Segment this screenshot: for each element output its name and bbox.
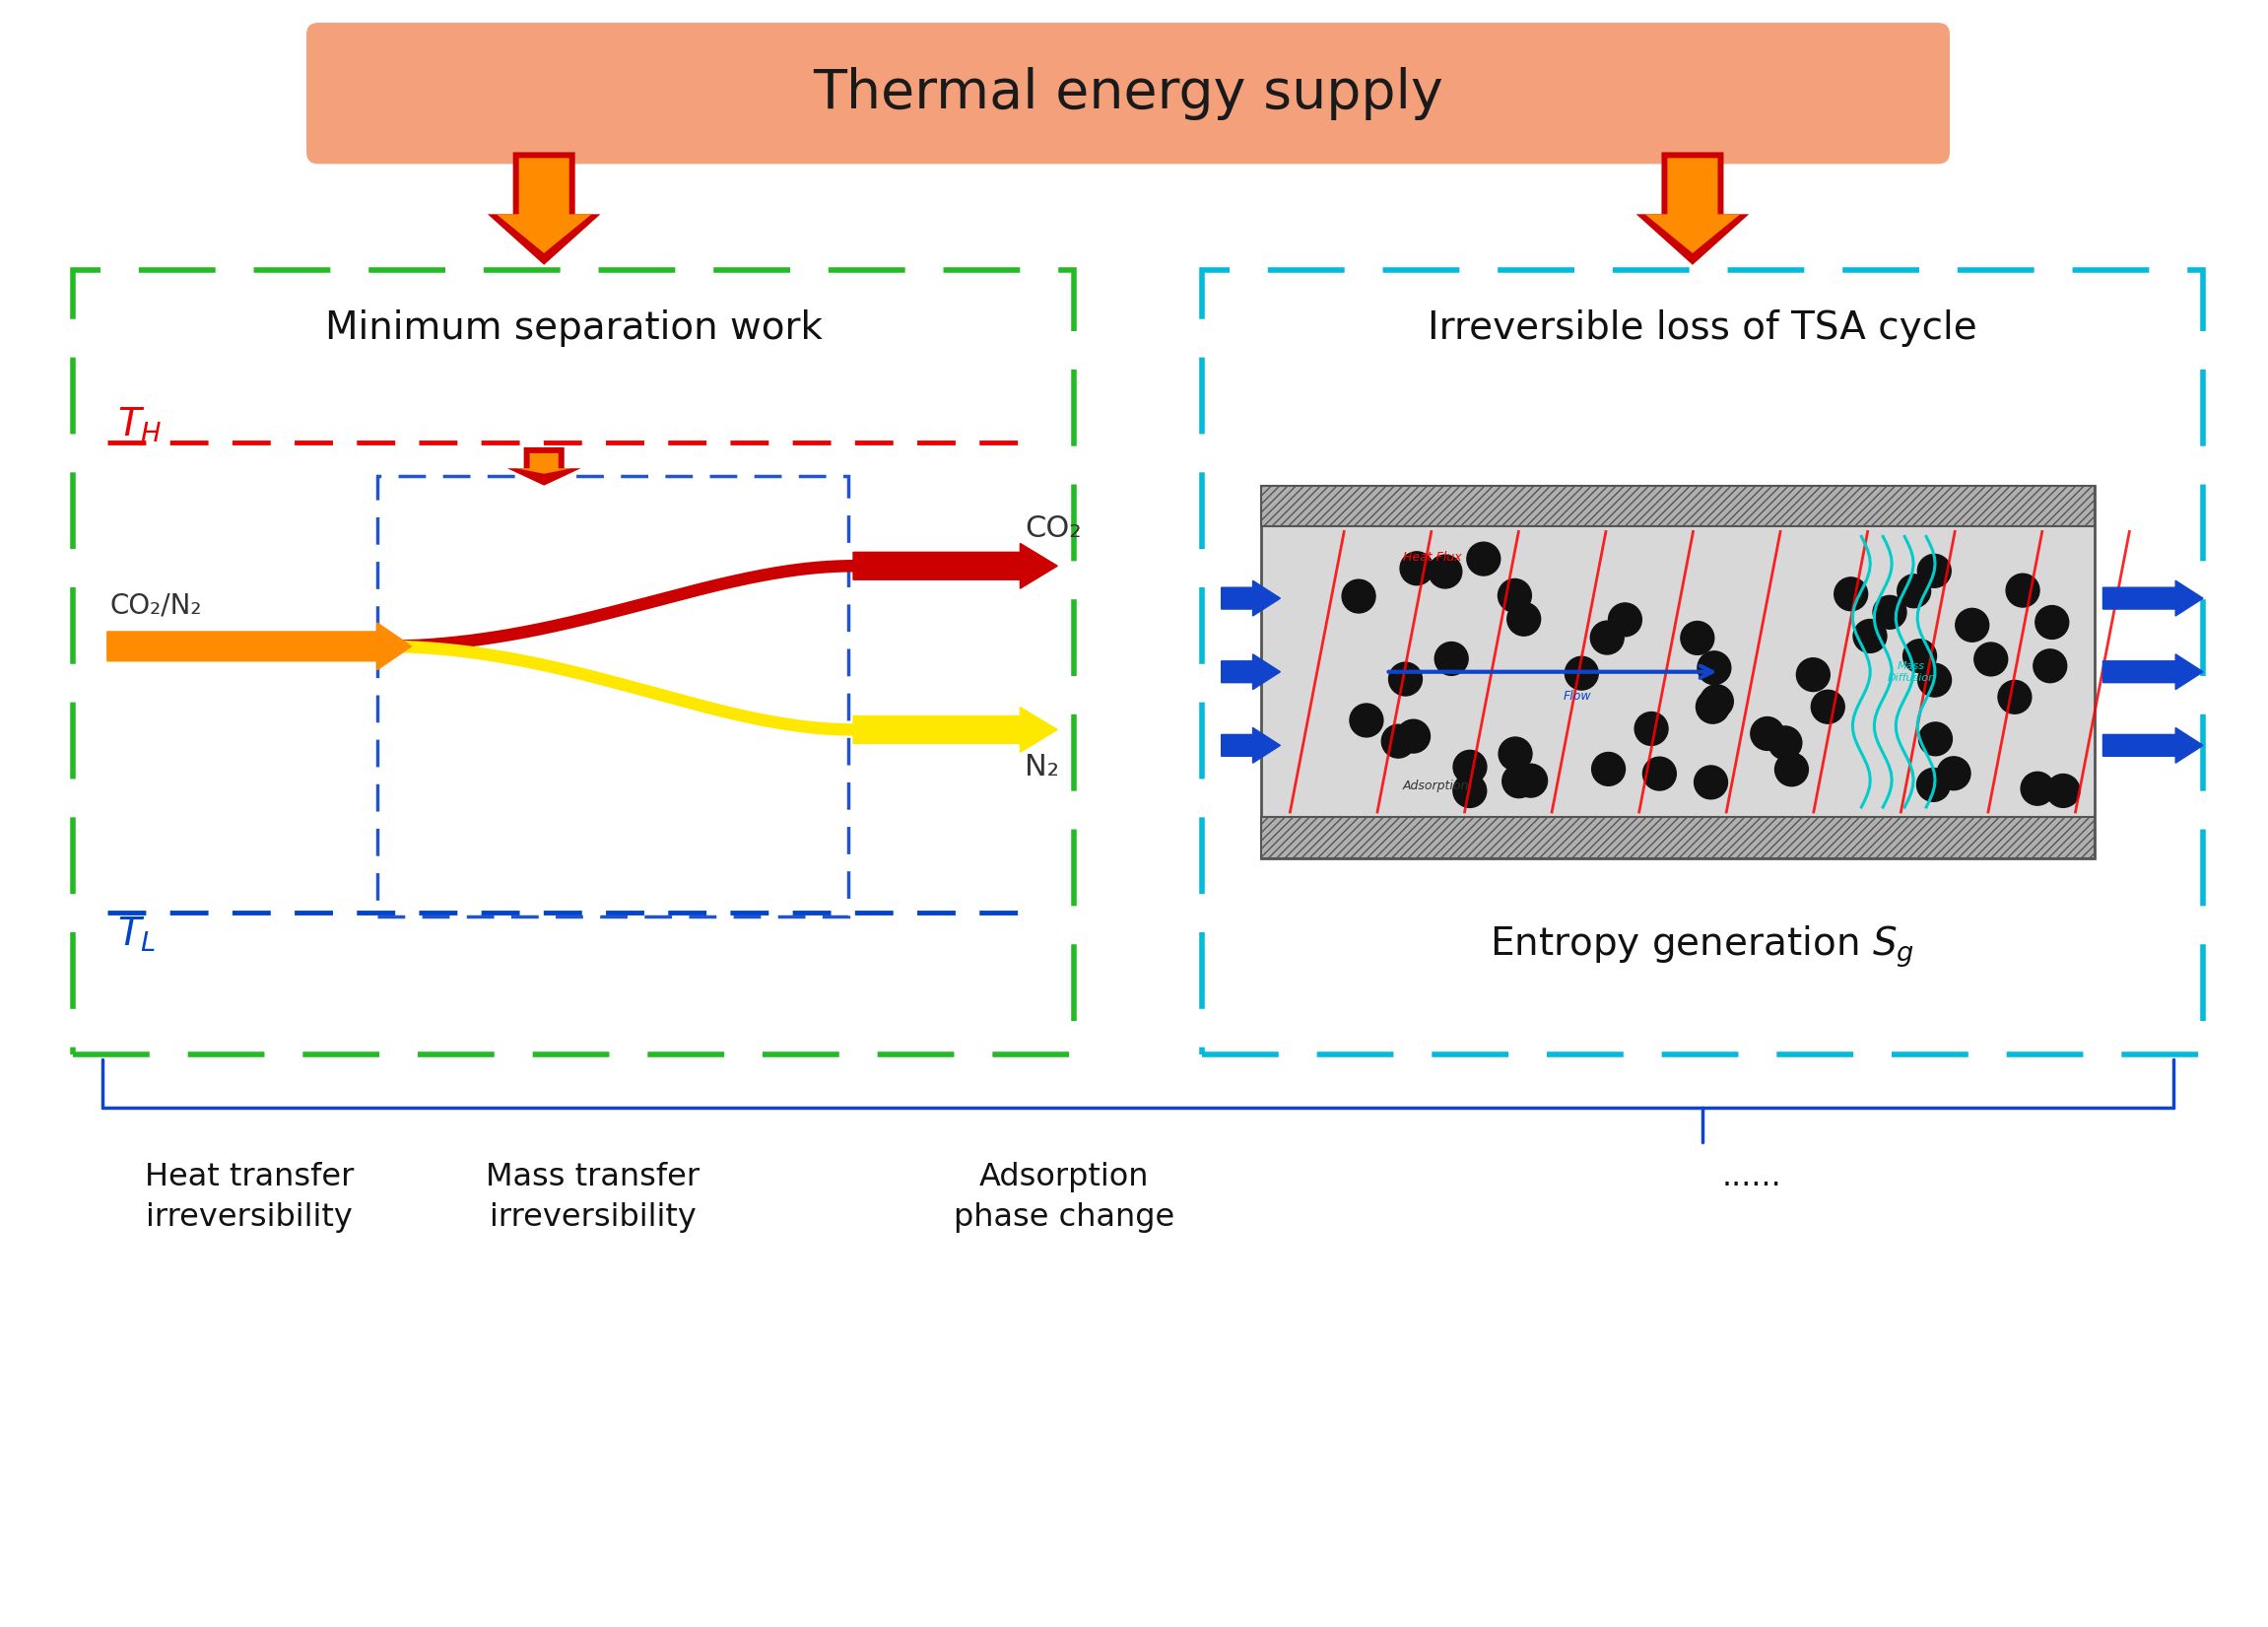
Circle shape bbox=[1751, 718, 1785, 750]
Text: Irreversible loss of TSA cycle: Irreversible loss of TSA cycle bbox=[1427, 309, 1978, 347]
Circle shape bbox=[1397, 719, 1431, 753]
Circle shape bbox=[1919, 555, 1950, 587]
Circle shape bbox=[1898, 574, 1930, 608]
Polygon shape bbox=[508, 447, 581, 485]
FancyArrow shape bbox=[853, 543, 1057, 589]
Polygon shape bbox=[1644, 158, 1740, 254]
Circle shape bbox=[1769, 726, 1801, 760]
Circle shape bbox=[1919, 722, 1953, 755]
Text: CO₂/N₂: CO₂/N₂ bbox=[111, 591, 202, 618]
Circle shape bbox=[1515, 765, 1547, 797]
Circle shape bbox=[1694, 766, 1728, 799]
Circle shape bbox=[1873, 595, 1907, 630]
Circle shape bbox=[1998, 680, 2032, 714]
Circle shape bbox=[1796, 657, 1830, 691]
Bar bbox=[1261, 485, 2096, 527]
Polygon shape bbox=[488, 153, 601, 265]
Polygon shape bbox=[497, 158, 592, 254]
Circle shape bbox=[1853, 620, 1887, 652]
Circle shape bbox=[1349, 703, 1383, 737]
Circle shape bbox=[1381, 724, 1415, 758]
Circle shape bbox=[1565, 657, 1599, 690]
Text: CO₂: CO₂ bbox=[1025, 514, 1082, 543]
Circle shape bbox=[1681, 622, 1715, 654]
FancyArrow shape bbox=[1222, 654, 1279, 690]
FancyArrow shape bbox=[2102, 727, 2202, 763]
Circle shape bbox=[1499, 737, 1531, 771]
Circle shape bbox=[1955, 608, 1989, 641]
Circle shape bbox=[1499, 579, 1531, 612]
Circle shape bbox=[2034, 605, 2068, 639]
Circle shape bbox=[1343, 579, 1374, 613]
Text: Heat Flux: Heat Flux bbox=[1402, 552, 1461, 565]
Bar bbox=[1261, 485, 2096, 857]
Circle shape bbox=[1436, 643, 1467, 675]
Text: Thermal energy supply: Thermal energy supply bbox=[812, 67, 1442, 120]
FancyArrow shape bbox=[1222, 581, 1279, 617]
Circle shape bbox=[1388, 662, 1422, 696]
Text: Heat transfer
irreversibility: Heat transfer irreversibility bbox=[145, 1162, 354, 1233]
Circle shape bbox=[1590, 622, 1624, 654]
Text: Adsorption
phase change: Adsorption phase change bbox=[955, 1162, 1175, 1233]
Text: N₂: N₂ bbox=[1025, 753, 1059, 781]
Circle shape bbox=[1696, 690, 1730, 724]
Circle shape bbox=[1916, 768, 1950, 802]
FancyArrow shape bbox=[2102, 654, 2202, 690]
Circle shape bbox=[1508, 602, 1540, 636]
Circle shape bbox=[1937, 757, 1971, 791]
Circle shape bbox=[2007, 574, 2039, 607]
FancyArrow shape bbox=[107, 623, 411, 670]
Circle shape bbox=[1776, 753, 1808, 786]
Circle shape bbox=[1429, 555, 1463, 589]
Text: Adsorption: Adsorption bbox=[1402, 779, 1470, 792]
Text: Flow: Flow bbox=[1563, 690, 1592, 703]
Circle shape bbox=[1454, 774, 1486, 807]
Circle shape bbox=[1467, 542, 1499, 576]
Text: Mass transfer
irreversibility: Mass transfer irreversibility bbox=[485, 1162, 701, 1233]
Circle shape bbox=[1701, 685, 1733, 718]
Circle shape bbox=[1501, 765, 1535, 797]
Circle shape bbox=[1903, 639, 1937, 672]
Circle shape bbox=[1635, 713, 1667, 745]
Text: Entropy generation $S_g$: Entropy generation $S_g$ bbox=[1490, 924, 1914, 970]
Circle shape bbox=[1835, 578, 1867, 610]
FancyBboxPatch shape bbox=[306, 23, 1950, 164]
Circle shape bbox=[1608, 604, 1642, 636]
Circle shape bbox=[2034, 649, 2066, 683]
Circle shape bbox=[1812, 690, 1844, 724]
Circle shape bbox=[1973, 643, 2007, 675]
Circle shape bbox=[1642, 757, 1676, 791]
Text: $T_H$: $T_H$ bbox=[118, 405, 161, 444]
Circle shape bbox=[1919, 664, 1950, 696]
Text: Minimum separation work: Minimum separation work bbox=[324, 309, 823, 347]
Circle shape bbox=[1454, 750, 1486, 784]
FancyArrow shape bbox=[853, 708, 1057, 752]
Polygon shape bbox=[517, 454, 572, 473]
FancyArrow shape bbox=[1222, 727, 1279, 763]
Text: Mass
Diffusion: Mass Diffusion bbox=[1887, 661, 1935, 682]
Polygon shape bbox=[1635, 153, 1749, 265]
Circle shape bbox=[2046, 774, 2080, 807]
Circle shape bbox=[2021, 771, 2055, 805]
Text: $T_L$: $T_L$ bbox=[118, 916, 156, 953]
Text: ......: ...... bbox=[1721, 1162, 1780, 1193]
Bar bbox=[1261, 817, 2096, 857]
FancyArrow shape bbox=[2102, 581, 2202, 617]
Circle shape bbox=[1696, 651, 1730, 685]
Circle shape bbox=[1399, 552, 1433, 586]
Circle shape bbox=[1592, 752, 1626, 786]
